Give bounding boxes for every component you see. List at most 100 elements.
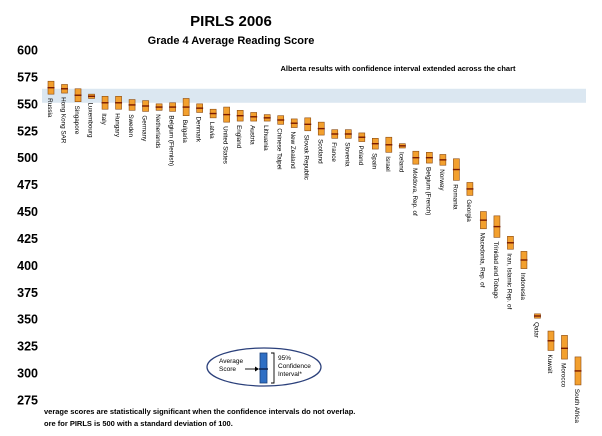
country-marker xyxy=(155,103,163,111)
country-label: Singapore xyxy=(73,106,80,135)
y-tick-label: 300 xyxy=(17,367,38,381)
y-tick-label: 600 xyxy=(17,44,38,58)
country-marker xyxy=(250,112,258,122)
country-label: Latvia xyxy=(208,122,215,139)
legend-confidence-interval: 95% Confidence Interval* xyxy=(278,355,311,378)
country-markers xyxy=(47,80,582,386)
country-label: Russia xyxy=(46,98,53,118)
country-label: Qatar xyxy=(532,322,539,338)
country-marker xyxy=(142,100,150,112)
country-marker xyxy=(223,106,231,123)
country-label: Romania xyxy=(451,184,458,210)
country-marker xyxy=(263,114,271,122)
alberta-confidence-band xyxy=(42,88,586,103)
country-marker xyxy=(88,93,96,99)
country-marker xyxy=(371,138,379,150)
country-marker xyxy=(128,99,136,111)
country-marker xyxy=(533,313,541,319)
y-tick-label: 525 xyxy=(17,124,38,138)
country-marker xyxy=(101,96,109,110)
country-label: Norway xyxy=(438,169,445,191)
country-label: England xyxy=(235,125,242,149)
country-label: Austria xyxy=(249,125,256,145)
country-label: Morocco xyxy=(559,363,566,388)
y-tick-label: 450 xyxy=(17,205,38,219)
country-label: Slovak Republic xyxy=(303,135,310,180)
country-label: Scotland xyxy=(316,139,323,164)
country-label: South Africa xyxy=(573,389,580,423)
country-label: Kuwait xyxy=(546,354,553,373)
country-label: Lithuania xyxy=(262,125,269,151)
country-marker xyxy=(574,356,582,386)
country-label: Hong Kong SAR xyxy=(60,97,67,144)
country-marker xyxy=(317,121,325,136)
country-label: Poland xyxy=(357,146,364,166)
country-marker xyxy=(61,84,69,94)
y-tick-label: 275 xyxy=(17,394,38,408)
y-tick-label: 350 xyxy=(17,313,38,327)
country-label: Indonesia xyxy=(519,273,526,301)
country-marker xyxy=(452,158,460,181)
country-marker xyxy=(506,236,514,250)
country-marker xyxy=(358,132,366,142)
country-marker xyxy=(290,118,298,128)
confidence-interval-bar xyxy=(561,335,568,360)
y-tick-label: 475 xyxy=(17,178,38,192)
country-marker xyxy=(412,150,420,165)
country-label: Sweden xyxy=(127,114,134,137)
country-label: Luxembourg xyxy=(87,102,94,138)
country-label: Bulgaria xyxy=(181,120,188,144)
country-marker xyxy=(236,110,244,122)
country-marker xyxy=(47,80,55,95)
y-tick-label: 575 xyxy=(17,70,38,84)
country-marker xyxy=(439,154,447,166)
country-marker xyxy=(479,211,487,230)
country-label: Moldova, Rep. of xyxy=(411,168,418,216)
y-tick-label: 425 xyxy=(17,232,38,246)
country-marker xyxy=(209,108,217,119)
country-marker xyxy=(169,102,177,112)
country-marker xyxy=(196,103,204,113)
country-label: New Zealand xyxy=(289,132,296,170)
footnote-1: verage scores are statistically signific… xyxy=(44,407,355,416)
legend-average-score: Average Score xyxy=(219,358,243,373)
country-marker xyxy=(385,136,393,153)
country-marker xyxy=(344,129,352,139)
country-marker xyxy=(560,335,568,360)
country-marker xyxy=(398,143,406,149)
country-marker xyxy=(115,96,123,110)
country-label: United States xyxy=(222,126,229,164)
country-label: Macedonia, Rep. of xyxy=(478,233,485,288)
legend-arrowhead xyxy=(255,366,259,372)
legend-marker xyxy=(259,352,268,384)
country-label: Italy xyxy=(100,113,107,125)
legend-bracket xyxy=(271,352,275,384)
country-marker xyxy=(493,215,501,238)
y-axis: 275 300 325 350 375 400 425 450 475 500 525 550 575 6… xyxy=(17,44,38,408)
country-marker xyxy=(331,129,339,139)
alberta-band-layer xyxy=(42,88,586,103)
chart-subtitle: Grade 4 Average Reading Score xyxy=(148,35,315,47)
country-label: Netherlands xyxy=(154,114,161,148)
y-tick-label: 400 xyxy=(17,259,38,273)
y-tick-label: 375 xyxy=(17,286,38,300)
country-label: Iran, Islamic Rep. of xyxy=(505,253,512,309)
country-label: Georgia xyxy=(465,199,472,222)
country-label: Belgium (Flemish) xyxy=(168,115,175,166)
country-labels: Russia Hong Kong SAR Singapore Luxembourg It… xyxy=(46,97,580,423)
country-marker xyxy=(277,115,285,125)
band-annotation: Alberta results with confidence interval… xyxy=(280,64,516,73)
country-marker xyxy=(520,251,528,269)
country-label: Hungary xyxy=(114,113,121,138)
y-tick-label: 500 xyxy=(17,151,38,165)
country-label: Chinese Taipei xyxy=(276,128,283,169)
country-label: Trinidad and Tobago xyxy=(492,241,499,299)
country-marker xyxy=(425,152,433,164)
country-label: Germany xyxy=(141,115,148,142)
chart-title: PIRLS 2006 xyxy=(190,13,272,30)
country-label: Denmark xyxy=(195,116,202,142)
country-marker xyxy=(74,88,82,102)
country-marker xyxy=(182,98,190,116)
y-tick-label: 550 xyxy=(17,97,38,111)
